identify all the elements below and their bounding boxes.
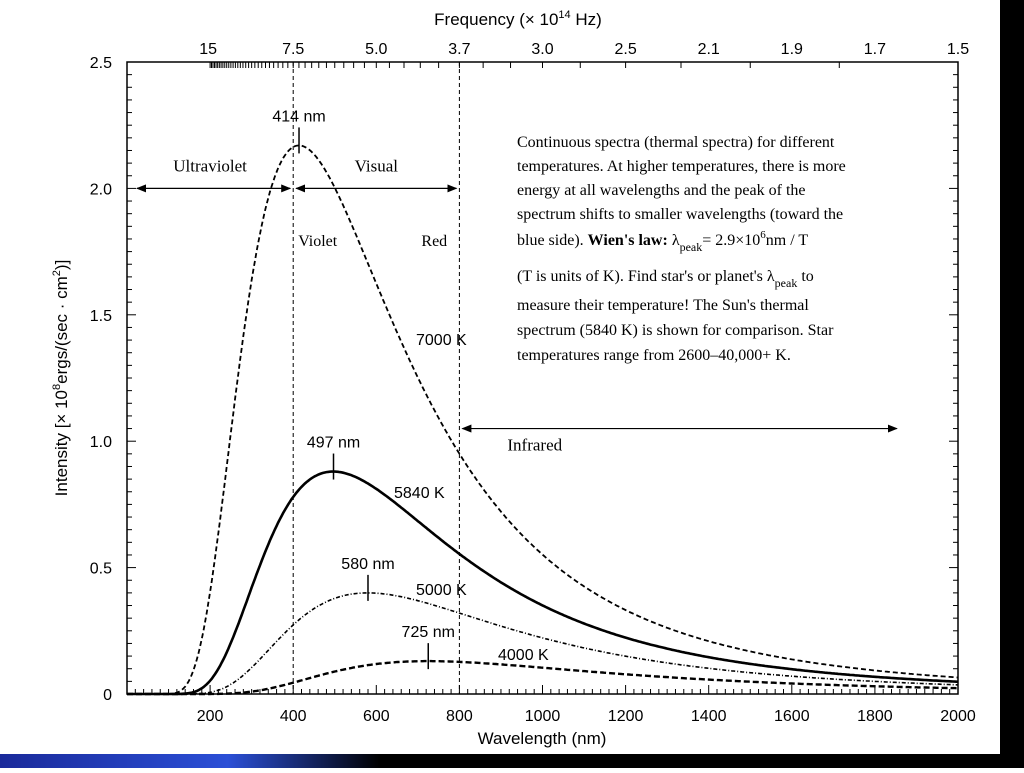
x-tick-label: 1600 xyxy=(774,708,810,725)
x-tick-label: 400 xyxy=(280,708,307,725)
x-tick-label: 1000 xyxy=(525,708,561,725)
top-tick-labels: 15 7.5 5.0 3.7 3.0 2.5 2.1 1.9 1.7 1.5 xyxy=(199,41,969,58)
annotation-line: energy at all wavelengths and the peak o… xyxy=(517,182,805,199)
x-axis-label: Wavelength (nm) xyxy=(478,729,607,748)
series-label-7000k: 7000 K xyxy=(416,332,467,349)
x-tick-label: 1400 xyxy=(691,708,727,725)
annotation-text: Continuous spectra (thermal spectra) for… xyxy=(517,134,846,364)
wien-law-line: blue side). Wien's law: λpeak= 2.9×106nm… xyxy=(517,229,808,254)
peak-label: 414 nm xyxy=(272,108,325,125)
annotation-line: Continuous spectra (thermal spectra) for… xyxy=(517,134,835,151)
divider-label: Violet xyxy=(298,233,338,250)
peak-label: 725 nm xyxy=(402,624,455,641)
annotation-line: measure their temperature! The Sun's the… xyxy=(517,297,809,314)
annotation-line: (T is units of K). Find star's or planet… xyxy=(517,268,814,290)
x-tick-label: 200 xyxy=(197,708,224,725)
plot-frame xyxy=(126,61,959,695)
top-tick-label: 3.0 xyxy=(531,41,553,58)
divider-label: Red xyxy=(421,233,447,250)
x-tick-label: 1200 xyxy=(608,708,644,725)
x-tick-label: 1800 xyxy=(857,708,893,725)
slide-accent xyxy=(0,754,380,768)
top-tick-label: 15 xyxy=(199,41,217,58)
y-tick-label: 2.5 xyxy=(90,55,112,72)
annotation-line: temperatures range from 2600–40,000+ K. xyxy=(517,347,791,364)
x-tick-label: 600 xyxy=(363,708,390,725)
right-border xyxy=(1000,0,1024,768)
series-label-5000k: 5000 K xyxy=(416,582,467,599)
annotation-line: temperatures. At higher temperatures, th… xyxy=(517,158,846,175)
curve-5000k xyxy=(127,592,959,695)
bottom-border xyxy=(0,754,1024,768)
x-tick-label: 2000 xyxy=(940,708,976,725)
tick-marks xyxy=(126,61,959,695)
top-tick-label: 2.5 xyxy=(614,41,636,58)
peak-label: 497 nm xyxy=(307,435,360,452)
peak-label: 580 nm xyxy=(341,556,394,573)
region-arrows: Ultraviolet Visual Infrared xyxy=(136,156,898,455)
x-tick-label: 800 xyxy=(446,708,473,725)
series-label-4000k: 4000 K xyxy=(498,647,549,664)
series-label-5840k: 5840 K xyxy=(394,485,445,502)
top-tick-label: 1.5 xyxy=(947,41,969,58)
spectrum-curves xyxy=(127,144,959,696)
top-tick-label: 1.9 xyxy=(781,41,803,58)
top-tick-label: 5.0 xyxy=(365,41,387,58)
top-tick-label: 1.7 xyxy=(864,41,886,58)
y-tick-labels: 0 0.5 1.0 1.5 2.0 2.5 xyxy=(90,55,112,704)
annotation-line: spectrum shifts to smaller wavelengths (… xyxy=(517,206,843,223)
top-tick-label: 3.7 xyxy=(448,41,470,58)
region-label: Visual xyxy=(355,156,399,175)
curve-7000k xyxy=(127,144,959,695)
curve-5840k xyxy=(127,470,958,696)
peak-markers: 414 nm 497 nm 580 nm 725 nm xyxy=(272,108,455,670)
top-tick-label: 2.1 xyxy=(698,41,720,58)
y-tick-label: 0.5 xyxy=(90,561,112,578)
y-tick-label: 2.0 xyxy=(90,181,112,198)
top-tick-label: 7.5 xyxy=(282,41,304,58)
y-tick-label: 1.5 xyxy=(90,308,112,325)
y-axis-label: Intensity [× 108ergs/(sec · cm2)] xyxy=(51,260,71,497)
region-label: Infrared xyxy=(507,436,562,455)
series-labels: 7000 K 5840 K 5000 K 4000 K xyxy=(394,332,549,664)
x-tick-labels: 200 400 600 800 1000 1200 1400 1600 1800 2000 xyxy=(197,708,976,725)
region-label: Ultraviolet xyxy=(173,156,247,175)
region-dividers: Violet Red xyxy=(292,62,460,694)
annotation-line: spectrum (5840 K) is shown for compariso… xyxy=(517,322,834,339)
y-tick-label: 1.0 xyxy=(90,434,112,451)
curve-4000k xyxy=(127,659,958,696)
y-tick-label: 0 xyxy=(103,687,112,704)
top-axis-title: Frequency (× 1014 Hz) xyxy=(434,9,602,29)
